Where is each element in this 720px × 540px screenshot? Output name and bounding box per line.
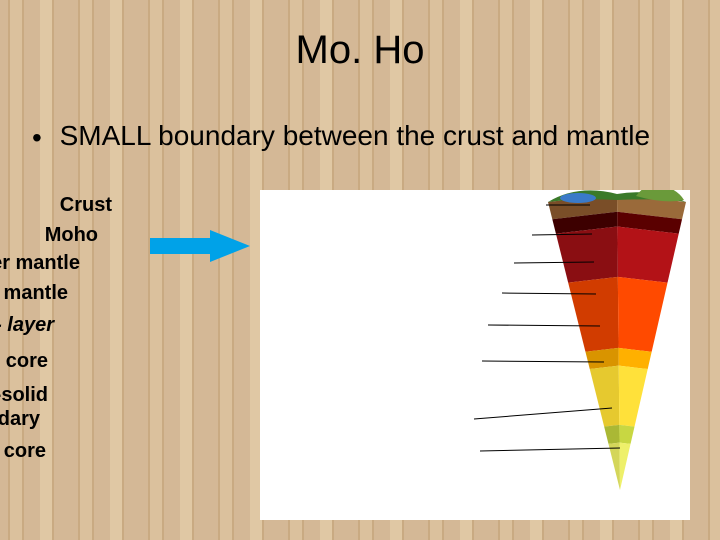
layer-inner_core-left: [608, 443, 620, 490]
layer-outer_core-left: [590, 366, 620, 427]
layer-liquid_solid-left: [604, 425, 619, 444]
label-0: Crust: [60, 194, 112, 217]
surface-water: [560, 193, 596, 203]
layer-outer_core-right: [619, 366, 648, 427]
label-5: Outer core: [0, 350, 48, 373]
slide-title: Mo. Ho: [0, 28, 720, 73]
layer-upper_mantle-right: [617, 227, 678, 283]
earth-layers-diagram: CrustMohoUpper mantleLower mantleD'' - l…: [260, 190, 690, 520]
label-6: Liquid-solid: [0, 384, 48, 407]
layer-upper_mantle-left: [556, 227, 618, 283]
leader-5: [482, 361, 604, 362]
bullet-marker: •: [32, 120, 42, 155]
bullet-item: • SMALL boundary between the crust and m…: [32, 118, 680, 155]
layer-lower_mantle-left: [568, 277, 618, 352]
pointer-arrow: [150, 230, 250, 267]
label-3: Lower mantle: [0, 282, 68, 305]
label-2: Upper mantle: [0, 252, 80, 275]
label-8: Inner core: [0, 440, 46, 463]
layer-inner_core-right: [620, 443, 631, 490]
label-1: Moho: [45, 224, 98, 247]
label-7: boundary: [0, 408, 40, 431]
bullet-text: SMALL boundary between the crust and man…: [60, 120, 650, 151]
leader-7: [474, 408, 612, 419]
leader-8: [480, 448, 620, 451]
layer-liquid_solid-right: [619, 425, 634, 444]
label-4: D'' - layer: [0, 314, 54, 337]
earth-cutaway-svg: [260, 190, 690, 520]
layer-lower_mantle-right: [618, 277, 668, 352]
